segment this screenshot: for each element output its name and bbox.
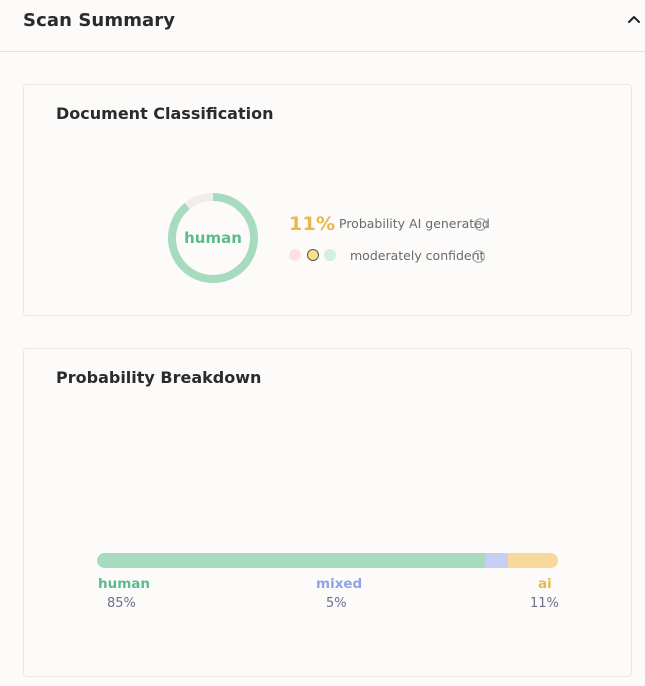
confidence-dot-moderate — [307, 249, 319, 261]
legend-value-human: 85% — [107, 596, 136, 611]
donut-label: human — [184, 229, 242, 247]
confidence-dot-low — [289, 249, 301, 261]
legend-label-mixed: mixed — [316, 576, 363, 592]
document-classification-card: Document Classification human 11% Probab… — [23, 84, 632, 316]
legend-value-mixed: 5% — [326, 596, 347, 611]
classification-donut — [168, 193, 258, 283]
ai-probability-value: 11% — [289, 213, 336, 235]
card-title: Document Classification — [56, 104, 274, 123]
confidence-label: moderately confident — [350, 248, 485, 263]
donut-arc — [168, 193, 258, 283]
scan-summary-header: Scan Summary — [0, 0, 645, 52]
card-title: Probability Breakdown — [56, 368, 262, 387]
legend-label-ai: ai — [538, 576, 552, 592]
bar-segment-human — [97, 553, 485, 568]
bar-segment-mixed — [484, 553, 508, 568]
legend-value-ai: 11% — [530, 596, 559, 611]
info-icon[interactable] — [474, 216, 487, 231]
probability-breakdown-card: Probability Breakdown human 85% mixed 5%… — [23, 348, 632, 677]
ai-probability-label: Probability AI generated — [339, 216, 490, 231]
bar-segment-ai — [507, 553, 558, 568]
chevron-up-icon[interactable] — [625, 10, 643, 28]
page-title: Scan Summary — [23, 10, 176, 31]
probability-bar — [97, 553, 558, 568]
confidence-dot-high — [324, 249, 336, 261]
info-icon[interactable] — [472, 248, 485, 263]
legend-label-human: human — [98, 576, 151, 592]
